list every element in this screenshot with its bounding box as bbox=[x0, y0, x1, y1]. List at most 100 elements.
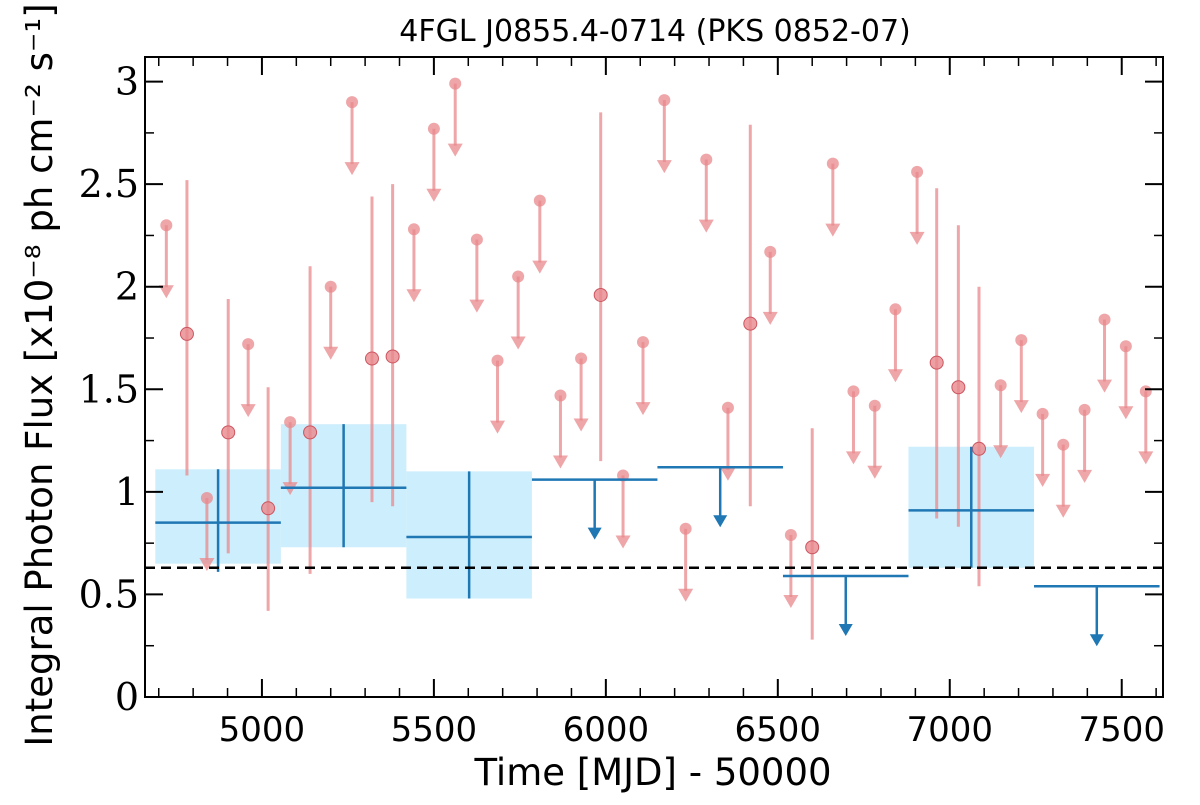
short-bin-ul-point bbox=[1119, 340, 1132, 353]
short-bin-ul-arrowhead bbox=[552, 455, 568, 469]
short-bin-ul-arrowhead bbox=[1097, 379, 1113, 393]
y-tick-label: 0 bbox=[115, 675, 139, 719]
short-bin-ul-point bbox=[1078, 403, 1091, 416]
short-bin-ul-point bbox=[284, 416, 297, 429]
short-bin-ul-arrowhead bbox=[656, 160, 672, 174]
short-bin-ul-arrowhead bbox=[720, 467, 736, 481]
short-bin-ul-point bbox=[200, 492, 213, 505]
short-bin-ul-arrowhead bbox=[783, 594, 799, 608]
short-bin-ul-arrowhead bbox=[447, 143, 463, 157]
y-axis-title: Integral Photon Flux [x10⁻⁸ ph cm⁻² s⁻¹] bbox=[18, 3, 61, 746]
short-bin-ul-point bbox=[427, 122, 440, 135]
short-bin-point bbox=[929, 355, 944, 370]
short-bin-ul-arrowhead bbox=[887, 369, 903, 383]
short-bin-ul-point bbox=[346, 96, 359, 109]
short-bin-ul-arrowhead bbox=[909, 231, 925, 245]
y-tick-label: 2.5 bbox=[79, 162, 139, 206]
y-tick-label: 3 bbox=[115, 60, 139, 104]
short-bin-ul-point bbox=[658, 94, 671, 107]
x-tick-label: 6500 bbox=[735, 710, 822, 750]
short-bin-ul-arrowhead bbox=[240, 404, 256, 418]
short-bin-ul-point bbox=[679, 522, 692, 535]
short-bin-ul-point bbox=[575, 352, 588, 365]
short-bin-ul-point bbox=[554, 389, 567, 402]
short-bin-ul-arrowhead bbox=[199, 558, 215, 572]
short-bin-ul-arrowhead bbox=[532, 260, 548, 274]
short-bin-ul-arrowhead bbox=[762, 311, 778, 325]
short-bin-point bbox=[385, 349, 400, 364]
short-bin-ul-point bbox=[324, 280, 337, 293]
x-tick-label: 5500 bbox=[391, 710, 478, 750]
x-tick-label: 7000 bbox=[907, 710, 994, 750]
short-bin-ul-arrowhead bbox=[845, 451, 861, 465]
long-bin-ul-arrowhead bbox=[1089, 634, 1104, 647]
short-bin-ul-point bbox=[911, 165, 924, 178]
short-bin-ul-arrowhead bbox=[825, 223, 841, 237]
short-bin-ul-arrowhead bbox=[678, 588, 694, 602]
short-bin-ul-arrowhead bbox=[1013, 400, 1029, 414]
short-bin-ul-point bbox=[868, 399, 881, 412]
short-bin-ul-arrowhead bbox=[1077, 469, 1093, 483]
long-bin-ul-arrowhead bbox=[838, 623, 853, 636]
short-bin-ul-arrowhead bbox=[993, 445, 1009, 459]
short-bin-ul-point bbox=[242, 338, 255, 351]
short-bin-ul-point bbox=[1139, 385, 1152, 398]
short-bin-point bbox=[303, 425, 318, 440]
short-bin-ul-point bbox=[721, 401, 734, 414]
short-bin-ul-point bbox=[160, 219, 173, 232]
short-bin-point bbox=[179, 326, 194, 341]
short-bin-ul-arrowhead bbox=[344, 162, 360, 176]
short-bin-ul-point bbox=[491, 354, 504, 367]
short-bin-ul-point bbox=[1015, 334, 1028, 347]
short-bin-ul-point bbox=[994, 379, 1007, 392]
short-bin-ul-arrowhead bbox=[426, 188, 442, 202]
short-bin-ul-arrowhead bbox=[615, 535, 631, 549]
short-bin-ul-arrowhead bbox=[635, 402, 651, 416]
short-bin-ul-point bbox=[533, 194, 546, 207]
chart-title: 4FGL J0855.4-0714 (PKS 0852-07) bbox=[399, 14, 910, 49]
short-bin-ul-point bbox=[449, 77, 462, 90]
y-tick-label: 2 bbox=[115, 265, 139, 309]
y-tick-label: 0.5 bbox=[79, 572, 139, 616]
short-bin-ul-arrowhead bbox=[1118, 406, 1134, 420]
short-bin-ul-point bbox=[407, 223, 420, 236]
x-tick-label: 7500 bbox=[1078, 710, 1165, 750]
short-bin-ul-arrowhead bbox=[469, 299, 485, 313]
x-tick-label: 6000 bbox=[563, 710, 650, 750]
short-bin-ul-arrowhead bbox=[510, 336, 526, 350]
plot-frame bbox=[144, 56, 1164, 698]
short-bin-ul-point bbox=[470, 233, 483, 246]
short-bin-point bbox=[593, 287, 608, 302]
short-bin-ul-point bbox=[636, 336, 649, 349]
short-bin-ul-arrowhead bbox=[867, 465, 883, 479]
short-bin-ul-point bbox=[1098, 313, 1111, 326]
short-bin-ul-point bbox=[847, 385, 860, 398]
y-tick-label: 1 bbox=[115, 470, 139, 514]
short-bin-ul-point bbox=[700, 153, 713, 166]
short-bin-point bbox=[221, 425, 236, 440]
short-bin-ul-arrowhead bbox=[490, 420, 506, 434]
short-bin-ul-point bbox=[889, 303, 902, 316]
short-bin-point bbox=[972, 441, 987, 456]
y-tick-label: 1.5 bbox=[79, 367, 139, 411]
short-bin-point bbox=[743, 316, 758, 331]
short-bin-points bbox=[158, 77, 1154, 640]
short-bin-ul-point bbox=[764, 245, 777, 258]
short-bin-ul-point bbox=[1036, 407, 1049, 420]
short-bin-ul-point bbox=[1057, 438, 1070, 451]
short-bin-ul-arrowhead bbox=[406, 289, 422, 303]
long-bin-ul-arrowhead bbox=[587, 527, 602, 540]
short-bin-ul-point bbox=[826, 157, 839, 170]
short-bin-point bbox=[364, 351, 379, 366]
short-bin-ul-point bbox=[784, 528, 797, 541]
short-bin-point bbox=[951, 380, 966, 395]
short-bin-point bbox=[805, 540, 820, 555]
long-bin-points bbox=[155, 424, 1160, 647]
x-axis-title: Time [MJD] - 50000 bbox=[473, 751, 831, 794]
short-bin-ul-arrowhead bbox=[1138, 451, 1154, 465]
short-bin-ul-arrowhead bbox=[1055, 504, 1071, 518]
long-bin-ul-arrowhead bbox=[713, 515, 728, 528]
short-bin-ul-point bbox=[512, 270, 525, 283]
